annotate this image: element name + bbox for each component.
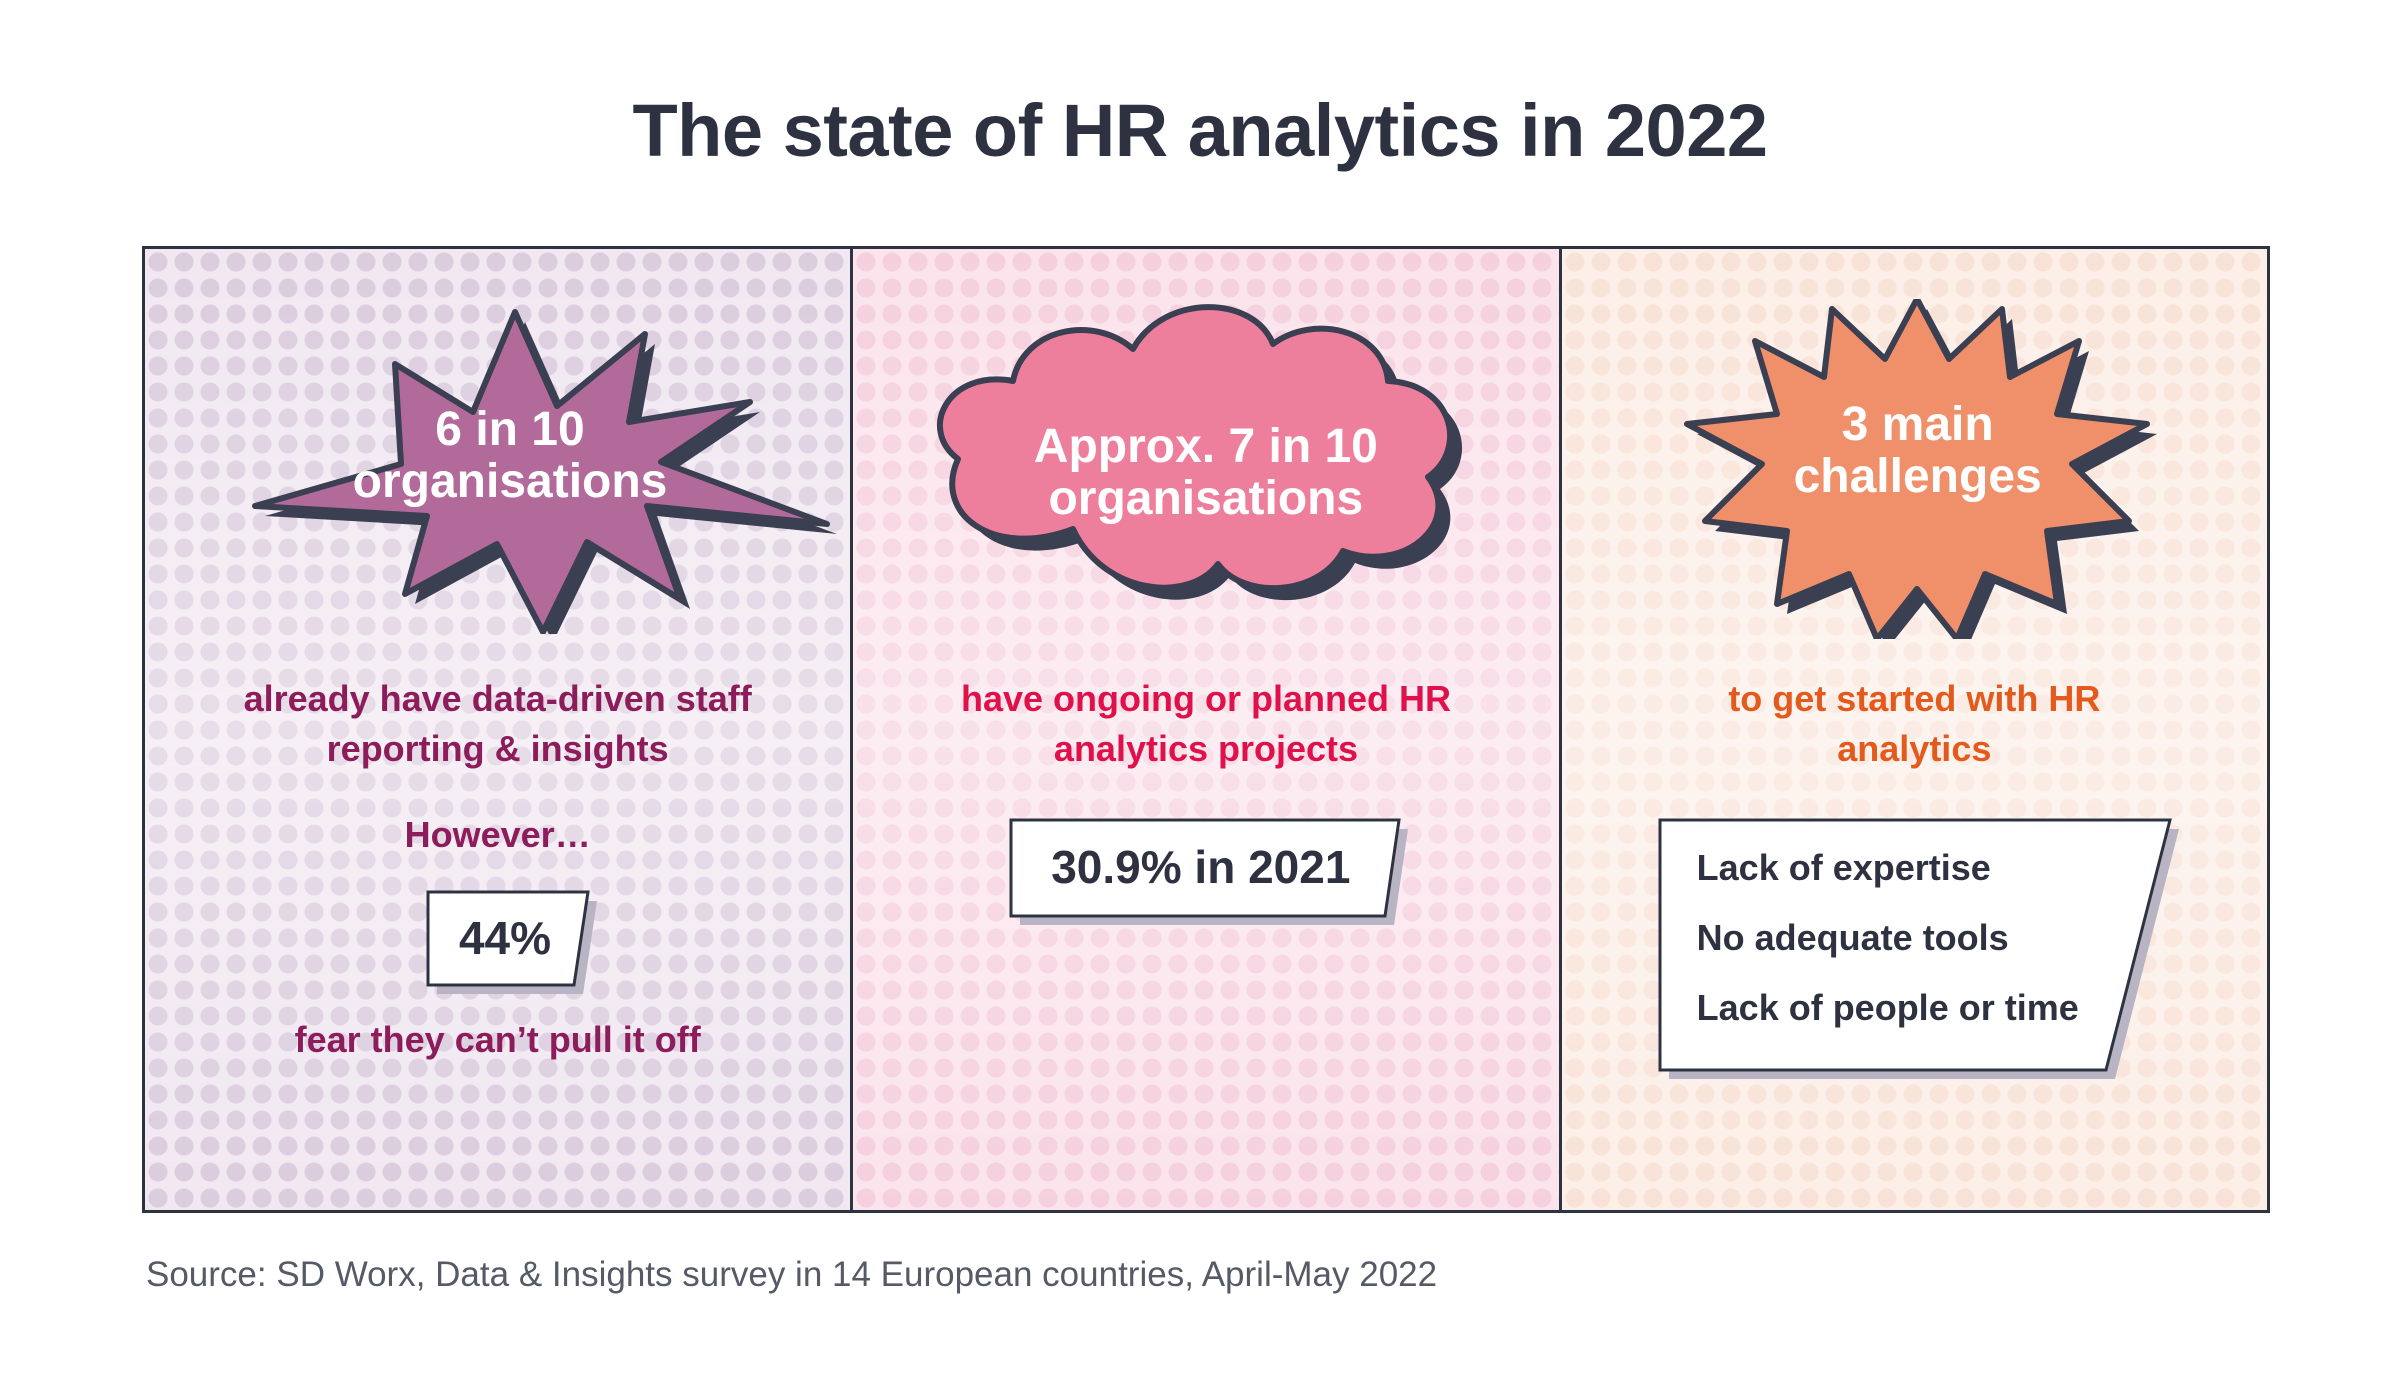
description-line-1: have ongoing or planned HR (960, 678, 1451, 719)
headline: Approx. 7 in 10 organisations (853, 421, 1558, 525)
headline-line-1: 3 main (1841, 398, 1994, 451)
stat-value: 30.9% in 2021 (1051, 841, 1351, 893)
description-line-2: analytics (1837, 728, 1992, 769)
stat-box: 44% (425, 889, 625, 999)
challenge-item: Lack of expertise (1696, 847, 1991, 888)
description: already have data-driven staff reporting… (145, 674, 850, 774)
panel-hr-projects: Approx. 7 in 10 organisations have ongoi… (850, 249, 1559, 1210)
stat-value: 44% (458, 912, 552, 964)
panel-challenges: 3 main challenges to get started with HR… (1558, 249, 2267, 1210)
burst-shape (252, 309, 837, 634)
headline-line-1: 6 in 10 (435, 403, 585, 456)
starburst-shape (1683, 299, 2157, 639)
infographic-panels: 6 in 10 organisations already have data-… (142, 246, 2270, 1213)
challenge-item: No adequate tools (1696, 917, 2009, 958)
panel-data-driven: 6 in 10 organisations already have data-… (145, 249, 851, 1210)
headline: 6 in 10 organisations (145, 404, 850, 508)
stat-caption: fear they can’t pull it off (294, 1019, 701, 1060)
description-line-1: to get started with HR (1728, 678, 2101, 719)
stat-box: 30.9% in 2021 (1008, 817, 1428, 932)
headline-line-2: organisations (352, 455, 668, 508)
source-note: Source: SD Worx, Data & Insights survey … (146, 1255, 1438, 1294)
description: have ongoing or planned HR analytics pro… (853, 674, 1558, 774)
page-title: The state of HR analytics in 2022 (632, 89, 1768, 172)
however-text: However… (404, 814, 591, 855)
headline-line-2: organisations (1048, 472, 1364, 525)
headline-line-2: challenges (1793, 450, 2042, 503)
description: to get started with HR analytics (1562, 674, 2267, 774)
description-line-2: reporting & insights (326, 728, 669, 769)
description-line-2: analytics projects (1053, 728, 1359, 769)
cloud-shape (937, 304, 1463, 601)
description-line-1: already have data-driven staff (243, 678, 752, 719)
challenge-item: Lack of people or time (1696, 987, 2079, 1028)
headline-line-1: Approx. 7 in 10 (1033, 420, 1378, 473)
challenges-box: Lack of expertise No adequate tools Lack… (1657, 817, 2187, 1082)
headline: 3 main challenges (1562, 399, 2267, 503)
